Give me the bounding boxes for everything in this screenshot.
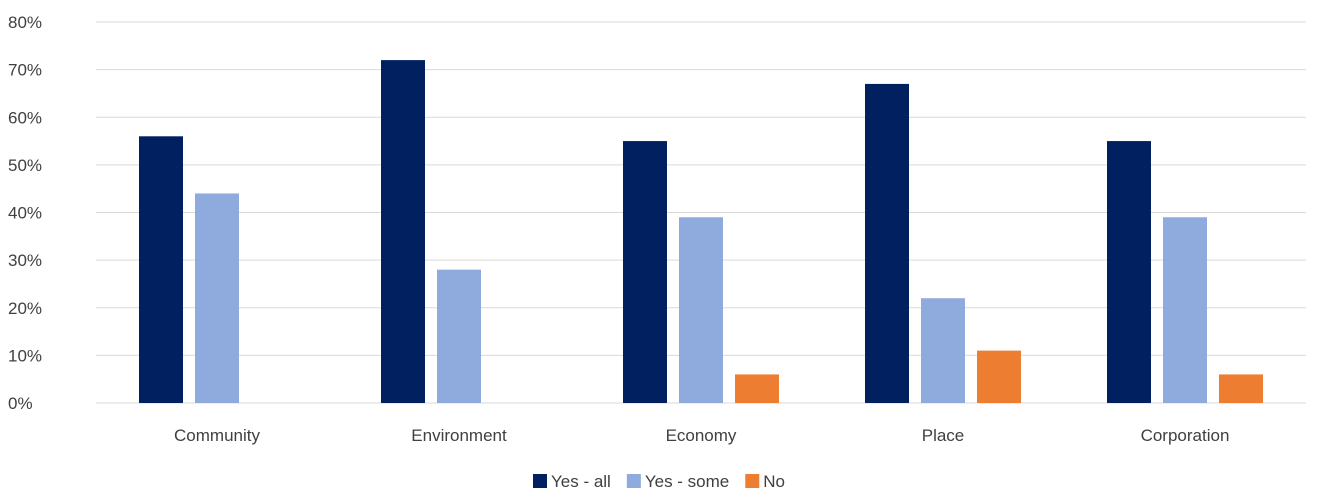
y-tick-label: 70% [8, 61, 42, 80]
bar-community-yes-all [139, 136, 183, 404]
legend-label: Yes - all [551, 472, 611, 491]
bar-environment-yes-all [381, 60, 425, 403]
x-category-label: Environment [411, 426, 507, 445]
legend-swatch [532, 474, 547, 488]
bar-corporation-yes-some [1163, 217, 1207, 403]
legend-item: Yes - some [626, 472, 729, 491]
bar-economy-yes-some [679, 217, 723, 403]
bar-corporation-yes-all [1107, 141, 1151, 403]
bar-place-yes-some [921, 298, 965, 403]
x-category-label: Place [922, 426, 965, 445]
legend-swatch [745, 474, 760, 488]
x-category-label: Corporation [1141, 426, 1230, 445]
legend-label: No [763, 472, 785, 491]
gridlines [96, 21, 1306, 404]
y-axis-ticks: 0% 10% 20% 30% 40% 50% 60% 70% 80% [8, 13, 42, 413]
y-tick-label: 60% [8, 108, 42, 127]
bar-place-yes-all [865, 83, 909, 403]
y-tick-label: 40% [8, 204, 42, 223]
x-axis-categories: Community Environment Economy Place Corporat… [174, 426, 1229, 445]
x-category-label: Community [174, 426, 260, 445]
bar-corporation-no [1219, 374, 1263, 403]
y-tick-label: 10% [8, 346, 42, 365]
legend-label: Yes - some [645, 472, 729, 491]
legend-swatch [626, 474, 641, 488]
bar-economy-no [735, 374, 779, 403]
bars [139, 60, 1263, 404]
y-tick-label: 0% [8, 394, 33, 413]
y-tick-label: 50% [8, 156, 42, 175]
legend: Yes - all Yes - some No [532, 472, 785, 491]
y-tick-label: 30% [8, 251, 42, 270]
bar-place-no [977, 350, 1021, 403]
legend-item: Yes - all [532, 472, 611, 491]
bar-environment-yes-some [437, 269, 481, 403]
x-category-label: Economy [666, 426, 737, 445]
y-tick-label: 20% [8, 299, 42, 318]
bar-economy-yes-all [623, 141, 667, 403]
y-tick-label: 80% [8, 13, 42, 32]
bar-community-yes-some [195, 193, 239, 403]
legend-item: No [745, 472, 785, 491]
